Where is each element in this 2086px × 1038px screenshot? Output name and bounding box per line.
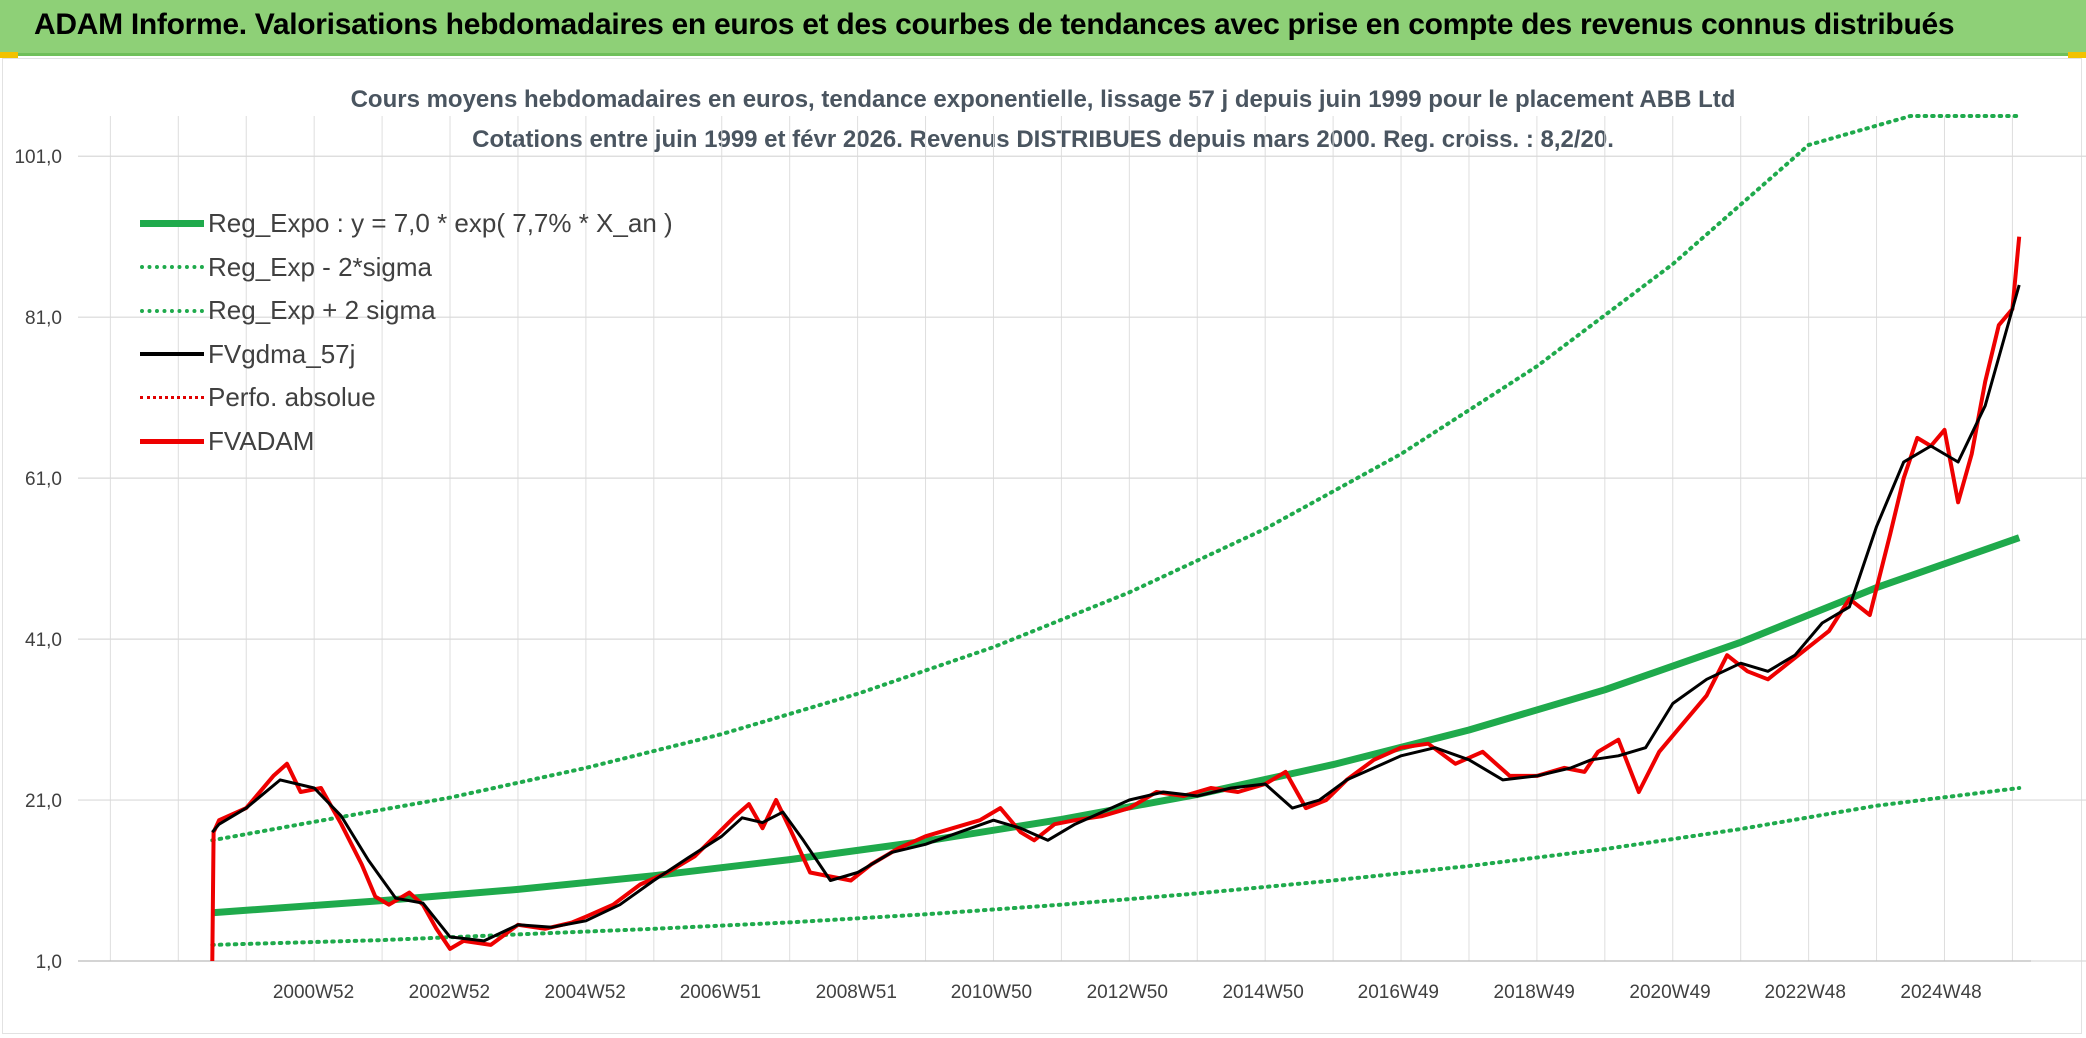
legend-swatch-perfo (140, 391, 204, 405)
chart-subtitle: Cotations entre juin 1999 et févr 2026. … (472, 126, 1614, 153)
left-corner-accent (0, 52, 18, 58)
x-tick-label: 2022W48 (1765, 982, 1846, 1003)
legend-label-fvadam: FVADAM (208, 425, 315, 456)
y-tick-label: 21,0 (25, 791, 62, 812)
legend-swatch-reg-plus (140, 304, 204, 318)
y-tick-label: 101,0 (14, 147, 62, 168)
x-tick-label: 2008W51 (816, 982, 897, 1003)
axis-layer: 1,0 21,0 41,0 61,0 81,0 101,0 2000W52 2002W52 20… (14, 147, 2031, 1003)
report-header-banner: ADAM Informe. Valorisations hebdomadaire… (0, 0, 2086, 56)
series-line-0 (212, 534, 2021, 917)
x-tick-label: 2014W50 (1222, 982, 1303, 1003)
x-tick-label: 2010W50 (951, 982, 1032, 1003)
x-tick-label: 2012W50 (1087, 982, 1168, 1003)
legend-item-reg-plus: Reg_Exp + 2 sigma (140, 289, 673, 333)
series-line-2 (210, 114, 2022, 843)
x-tick-label: 2018W49 (1494, 982, 1575, 1003)
x-tick-label: 2002W52 (409, 982, 490, 1003)
legend-item-reg-minus: Reg_Exp - 2*sigma (140, 246, 673, 290)
legend-item-perfo: Perfo. absolue (140, 376, 673, 420)
chart-legend: Reg_Expo : y = 7,0 * exp( 7,7% * X_an ) … (140, 202, 673, 463)
chart-frame (2, 58, 2082, 1034)
legend-label-reg-minus: Reg_Exp - 2*sigma (208, 251, 432, 282)
x-tick-label: 2006W51 (680, 982, 761, 1003)
series-layer (210, 114, 2022, 962)
legend-item-reg-expo: Reg_Expo : y = 7,0 * exp( 7,7% * X_an ) (140, 202, 673, 246)
y-tick-label: 81,0 (25, 308, 62, 329)
series-line-1 (210, 786, 2022, 947)
x-tick-label: 2000W52 (273, 982, 354, 1003)
report-title: ADAM Informe. Valorisations hebdomadaire… (34, 8, 1955, 41)
legend-item-fvadam: FVADAM (140, 420, 673, 464)
legend-swatch-reg-expo (140, 217, 204, 231)
legend-item-fvgdma: FVgdma_57j (140, 333, 673, 377)
y-tick-label: 41,0 (25, 630, 62, 651)
grid-layer (78, 116, 2086, 962)
x-tick-label: 2020W49 (1629, 982, 1710, 1003)
legend-label-reg-plus: Reg_Exp + 2 sigma (208, 295, 436, 326)
legend-swatch-fvadam (140, 434, 204, 448)
x-tick-label: 2004W52 (545, 982, 626, 1003)
legend-label-reg-expo: Reg_Expo : y = 7,0 * exp( 7,7% * X_an ) (208, 208, 673, 239)
legend-swatch-reg-minus (140, 260, 204, 274)
legend-label-perfo: Perfo. absolue (208, 382, 376, 413)
legend-label-fvgdma: FVgdma_57j (208, 338, 356, 369)
legend-swatch-fvgdma (140, 347, 204, 361)
x-tick-label: 2016W49 (1358, 982, 1439, 1003)
chart-title: Cours moyens hebdomadaires en euros, ten… (350, 86, 1736, 113)
y-tick-label: 1,0 (36, 952, 62, 973)
y-tick-label: 61,0 (25, 469, 62, 490)
series-line-3 (211, 284, 2021, 943)
right-corner-accent (2068, 52, 2086, 58)
x-tick-label: 2024W48 (1900, 982, 1981, 1003)
